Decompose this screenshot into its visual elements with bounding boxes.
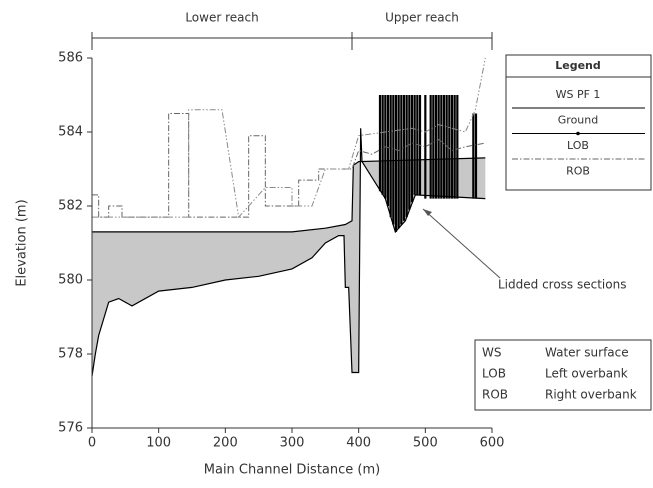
abbreviation-box (474, 339, 652, 411)
legend-label: LOB (567, 139, 589, 152)
arrow-head (423, 209, 432, 216)
legend-label: WS PF 1 (556, 88, 601, 101)
series-line (92, 57, 486, 219)
reach-label: Upper reach (385, 11, 459, 25)
reach-label: Lower reach (185, 11, 258, 25)
series-line (91, 128, 486, 377)
x-axis-title: Main Channel Distance (m) (204, 463, 380, 478)
abbreviation-text: Left overbank (545, 367, 628, 381)
legend-title: Legend (555, 59, 601, 72)
abbreviation-text: LOB (482, 367, 506, 381)
abbreviation-text: Right overbank (545, 388, 637, 402)
x-tick-label: 600 (480, 436, 505, 451)
annotation-arrow (422, 208, 501, 279)
y-tick-label: 580 (58, 273, 83, 288)
y-axis-title: Elevation (m) (15, 199, 30, 286)
abbreviation-text: WS (482, 346, 501, 360)
y-tick-label: 584 (58, 125, 83, 140)
y-tick-label: 576 (58, 421, 83, 436)
x-tick-label: 300 (280, 436, 305, 451)
abbreviation-text: Water surface (545, 346, 629, 360)
annotation: Lidded cross sections (498, 278, 626, 292)
y-tick-label: 582 (58, 199, 83, 214)
legend-marker (576, 131, 580, 136)
abbreviation-text: ROB (482, 388, 508, 402)
x-tick-label: 500 (413, 436, 438, 451)
legend-label: Ground (558, 114, 598, 127)
x-tick-label: 200 (213, 436, 238, 451)
y-tick-label: 578 (58, 347, 83, 362)
x-tick-label: 100 (146, 436, 171, 451)
legend-label: ROB (566, 165, 590, 178)
x-tick-label: 0 (88, 436, 96, 451)
y-tick-label: 586 (58, 51, 83, 66)
series-line (92, 113, 486, 218)
series-line (92, 157, 486, 233)
x-tick-label: 400 (346, 436, 371, 451)
